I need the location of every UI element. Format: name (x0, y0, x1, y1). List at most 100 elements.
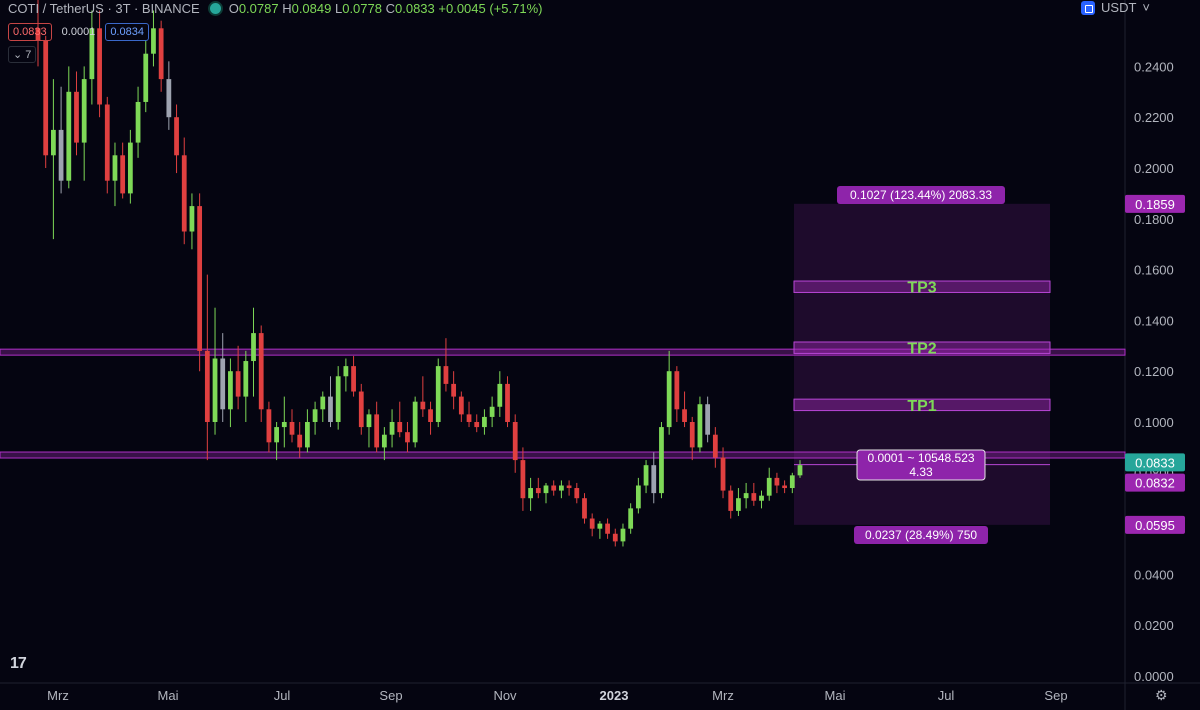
candle-body (243, 361, 249, 397)
candle-body (174, 117, 179, 156)
gear-icon[interactable]: ⚙ (1155, 687, 1168, 703)
y-tick-label: 0.0000 (1134, 669, 1174, 684)
chevron-down-icon: ˅ (1142, 0, 1150, 15)
candle-body (389, 422, 395, 435)
candle-body (582, 498, 587, 519)
candle-body (374, 414, 380, 448)
candle-body (58, 129, 64, 181)
candle-body (528, 488, 533, 499)
sell-button[interactable]: 0.0833 (8, 23, 52, 41)
candle-body (235, 371, 241, 397)
candle-body (651, 465, 657, 494)
tp-zone (793, 341, 1051, 354)
entry-label-text: 4.33 (909, 465, 933, 479)
candle-body (127, 142, 133, 194)
currency-selector[interactable]: USDT ˅ (1081, 0, 1150, 15)
candle-body (366, 414, 372, 428)
candle-body (351, 366, 356, 392)
lock-scale-icon[interactable] (1081, 0, 1096, 15)
candle-body (228, 371, 233, 410)
price-label: 0.0595 (1135, 518, 1175, 533)
buy-button[interactable]: 0.0834 (105, 23, 149, 41)
y-tick-label: 0.1200 (1134, 364, 1174, 379)
candle-body (135, 101, 141, 143)
candle-body (751, 493, 757, 501)
candle-body (597, 523, 603, 529)
x-tick-label: Nov (493, 688, 517, 703)
candle-body (412, 401, 418, 443)
candle-body (566, 485, 572, 489)
candle-body (697, 404, 703, 448)
candle-body (97, 28, 102, 105)
candle-body (74, 91, 79, 143)
high-label: H (282, 1, 292, 16)
y-tick-label: 0.2200 (1134, 110, 1174, 125)
candle-body (397, 422, 403, 433)
y-tick-label: 0.0400 (1134, 567, 1174, 582)
candle-body (574, 488, 580, 499)
symbol-title[interactable]: COTI / TetherUS · 3T · BINANCE (8, 1, 200, 16)
x-tick-label: Mai (158, 688, 179, 703)
candle-body (81, 79, 87, 143)
tp-label: TP2 (907, 341, 936, 358)
tradingview-logo-icon: 17 (10, 655, 27, 672)
candle-body (312, 409, 318, 422)
candle-body (666, 371, 672, 428)
stop-label-text: 0.0237 (28.49%) 750 (865, 528, 977, 542)
candle-body (281, 422, 287, 428)
candle-body (451, 383, 457, 397)
candle-body (274, 427, 279, 443)
candle-body (766, 477, 772, 496)
candle-body (104, 104, 110, 181)
candle-body (343, 366, 349, 377)
candle-body (251, 333, 256, 362)
candle-body (674, 371, 680, 410)
candle-body (428, 409, 433, 422)
candle-body (512, 422, 518, 461)
y-tick-label: 0.1800 (1134, 212, 1174, 227)
candle-body (166, 79, 172, 118)
candle-body (320, 396, 326, 410)
tp-zone (793, 280, 1051, 293)
indicators-toggle[interactable]: ⌄ 7 (8, 46, 37, 63)
high-value: 0.0849 (291, 1, 332, 16)
price-label-bg (1125, 453, 1185, 472)
open-value: 0.0787 (238, 1, 279, 16)
candle-body (605, 523, 610, 534)
candle-body (181, 155, 187, 232)
change-value: +0.0045 (+5.71%) (438, 1, 543, 16)
candle-body (759, 495, 764, 501)
candle-body (305, 422, 310, 448)
price-label: 0.0833 (1135, 455, 1175, 470)
candle-body (551, 485, 557, 491)
stop-label: 0.0237 (28.49%) 750 (854, 526, 988, 544)
low-value: 0.0778 (342, 1, 382, 16)
entry-label-bg (856, 449, 986, 481)
candle-body (736, 498, 741, 511)
y-tick-label: 0.1000 (1134, 415, 1174, 430)
market-status-icon (209, 3, 221, 14)
candle-body (151, 28, 156, 54)
candle-body (643, 465, 649, 486)
candle-body (689, 422, 695, 448)
candle-body (66, 91, 72, 181)
candle-body (189, 206, 195, 232)
y-tick-label: 0.0200 (1134, 618, 1174, 633)
candle-body (289, 422, 295, 435)
y-tick-label: 0.2400 (1134, 59, 1174, 74)
close-value: 0.0833 (395, 1, 435, 16)
spread-value: 0.0001 (61, 26, 96, 38)
candle-body (266, 409, 272, 443)
horizontal-line (0, 348, 1126, 356)
candle-body (358, 391, 364, 428)
stop-label-bg (854, 526, 988, 544)
candle-body (659, 427, 664, 494)
low-label: L (334, 1, 343, 16)
x-tick-label: 2023 (600, 688, 629, 703)
x-tick-label: Jul (938, 688, 955, 703)
horizontal-line (0, 451, 1126, 459)
candle-body (797, 465, 803, 476)
candle-body (789, 475, 795, 489)
